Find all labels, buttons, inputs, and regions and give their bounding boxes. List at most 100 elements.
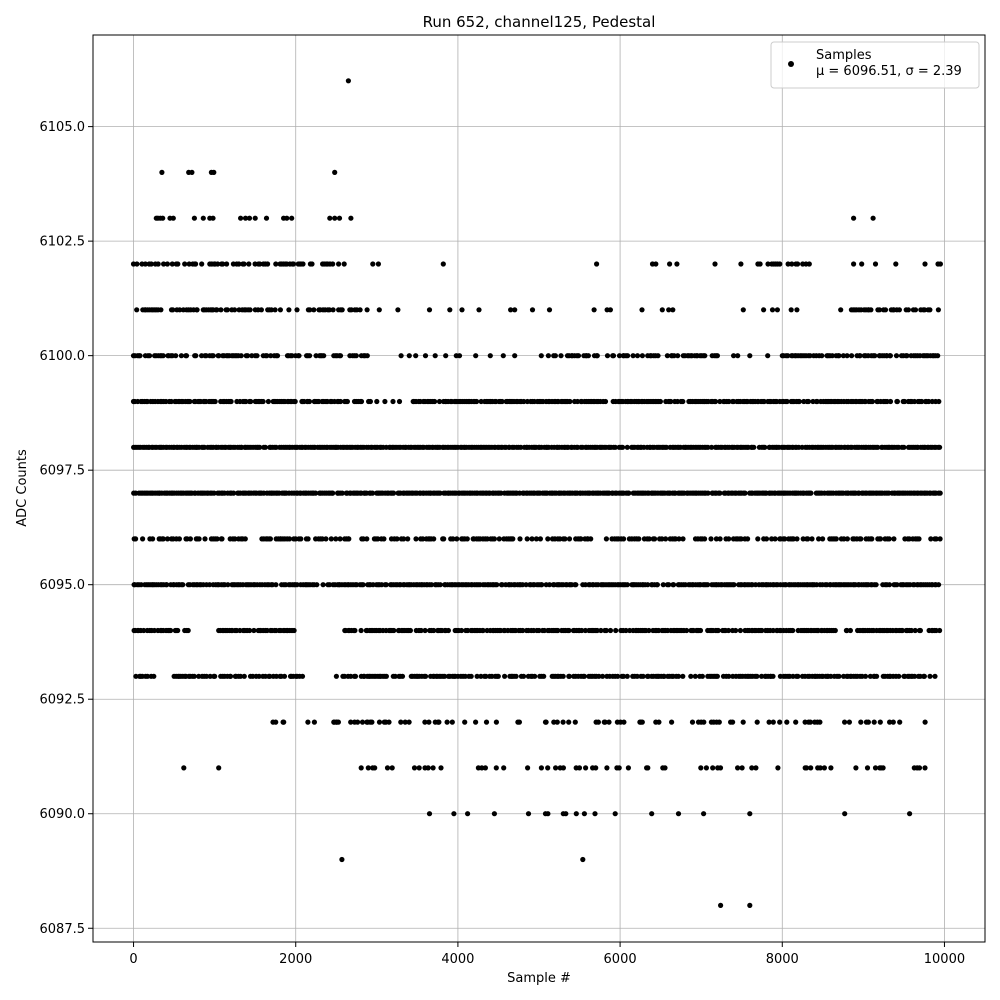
axis-ticks: 0 2000 4000 6000 8000 10000 6087.5 6090.0 6092.5… [40,120,966,967]
data-point [382,398,388,405]
data-point [281,719,287,725]
data-point [893,261,899,267]
data-point [552,353,559,359]
data-point [911,398,918,405]
data-point [664,353,671,359]
data-point [353,353,359,359]
data-point [887,719,893,725]
data-point [908,627,915,634]
data-point [600,673,606,679]
data-point [210,353,216,359]
data-point [886,582,893,588]
data-point [428,582,435,588]
data-point [299,673,306,679]
data-point [740,719,746,725]
data-point [873,582,879,588]
data-point [726,398,732,405]
data-point [607,627,614,634]
data-point [177,307,183,313]
data-point [712,261,718,267]
data-point [480,627,486,634]
data-point [436,398,443,405]
data-point [731,353,737,359]
data-point [634,673,640,679]
data-point [182,261,188,267]
data-point [784,719,790,725]
data-point [231,490,237,496]
data-point [203,673,210,679]
data-point [937,490,943,496]
legend-box [770,41,980,89]
data-point [426,719,432,725]
data-point [187,398,193,405]
data-point [211,169,217,175]
data-point [202,536,208,542]
data-point [625,353,631,359]
data-point [272,307,278,313]
data-point [874,673,880,679]
data-point [747,353,753,359]
data-point [594,353,600,359]
data-point [215,261,221,267]
data-point [735,765,741,771]
data-point [521,673,527,679]
data-point [537,536,544,542]
data-point [289,353,295,359]
data-point [260,398,266,405]
data-point [546,307,553,313]
data-point [164,261,170,267]
data-point [710,765,716,771]
data-point [426,811,433,817]
data-point [360,582,366,588]
data-point [654,582,661,588]
data-point [501,765,507,771]
data-point [652,536,658,542]
data-point [595,719,602,725]
data-point [936,582,942,588]
data-point [616,353,623,359]
data-point [680,398,686,405]
data-point [207,582,213,588]
data-point [270,719,276,725]
data-point [761,307,767,313]
data-point [330,490,336,496]
data-point [592,811,598,817]
data-point [468,673,474,679]
data-point [882,307,889,313]
data-point [273,673,279,679]
data-point [286,536,293,542]
legend-marker [788,61,794,67]
data-point [524,536,530,542]
data-point [242,536,248,542]
data-point [563,811,569,817]
data-point [806,261,812,267]
data-point [717,765,724,771]
data-point [395,307,401,313]
data-point [313,490,319,496]
data-point [937,261,944,267]
data-point [432,398,438,405]
data-point [483,719,490,725]
data-point [851,261,857,267]
data-point [170,307,176,313]
data-point [790,536,797,542]
data-point [747,902,753,909]
data-point [928,536,934,542]
data-point [636,536,642,542]
data-point [669,719,675,725]
data-point [425,765,431,771]
data-point [649,811,655,817]
data-point [842,719,848,725]
data-point [735,353,741,359]
data-point [625,765,632,771]
data-point [337,536,343,542]
data-point [705,582,711,588]
data-point [372,765,378,771]
data-point [291,627,297,634]
data-point [348,719,354,725]
data-point [337,398,344,405]
data-point [456,353,463,359]
data-point [218,307,224,313]
data-point [794,536,800,542]
data-point [381,536,387,542]
